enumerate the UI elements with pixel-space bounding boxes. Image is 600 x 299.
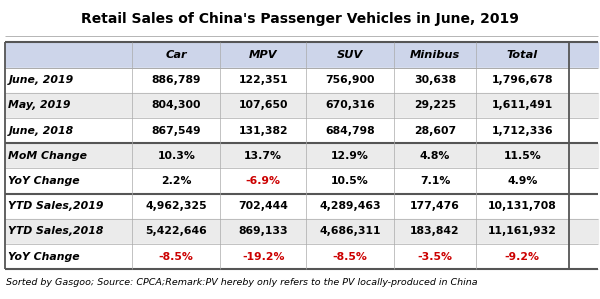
Text: 4,686,311: 4,686,311 bbox=[319, 226, 381, 236]
Text: YoY Change: YoY Change bbox=[8, 251, 80, 262]
Text: 122,351: 122,351 bbox=[238, 75, 288, 85]
Text: YTD Sales,2019: YTD Sales,2019 bbox=[8, 201, 104, 211]
Text: 2.2%: 2.2% bbox=[161, 176, 191, 186]
Text: May, 2019: May, 2019 bbox=[8, 100, 71, 110]
Text: 4.8%: 4.8% bbox=[420, 151, 450, 161]
Text: 11.5%: 11.5% bbox=[503, 151, 541, 161]
Text: 702,444: 702,444 bbox=[238, 201, 288, 211]
Text: Car: Car bbox=[166, 50, 187, 60]
Text: 886,789: 886,789 bbox=[152, 75, 201, 85]
Text: Minibus: Minibus bbox=[410, 50, 460, 60]
Text: 7.1%: 7.1% bbox=[420, 176, 450, 186]
Text: 12.9%: 12.9% bbox=[331, 151, 369, 161]
Text: 177,476: 177,476 bbox=[410, 201, 460, 211]
Text: 107,650: 107,650 bbox=[238, 100, 288, 110]
Text: Retail Sales of China's Passenger Vehicles in June, 2019: Retail Sales of China's Passenger Vehicl… bbox=[81, 13, 519, 26]
Text: -8.5%: -8.5% bbox=[159, 251, 194, 262]
Text: 4,289,463: 4,289,463 bbox=[319, 201, 381, 211]
Text: 29,225: 29,225 bbox=[414, 100, 456, 110]
Text: -6.9%: -6.9% bbox=[246, 176, 281, 186]
Text: June, 2018: June, 2018 bbox=[8, 126, 74, 136]
Text: 756,900: 756,900 bbox=[325, 75, 375, 85]
Text: 10.3%: 10.3% bbox=[157, 151, 195, 161]
Text: YTD Sales,2018: YTD Sales,2018 bbox=[8, 226, 104, 236]
Text: 28,607: 28,607 bbox=[414, 126, 456, 136]
Text: YoY Change: YoY Change bbox=[8, 176, 80, 186]
Text: MoM Change: MoM Change bbox=[8, 151, 88, 161]
Text: 13.7%: 13.7% bbox=[244, 151, 282, 161]
Text: 684,798: 684,798 bbox=[325, 126, 375, 136]
Text: 867,549: 867,549 bbox=[151, 126, 201, 136]
Text: -8.5%: -8.5% bbox=[333, 251, 368, 262]
Text: 670,316: 670,316 bbox=[325, 100, 375, 110]
Text: 4.9%: 4.9% bbox=[507, 176, 538, 186]
Text: -9.2%: -9.2% bbox=[505, 251, 540, 262]
Text: 1,611,491: 1,611,491 bbox=[491, 100, 553, 110]
Text: -19.2%: -19.2% bbox=[242, 251, 284, 262]
Text: 30,638: 30,638 bbox=[414, 75, 456, 85]
Text: 10.5%: 10.5% bbox=[331, 176, 369, 186]
Text: 131,382: 131,382 bbox=[238, 126, 288, 136]
Text: 804,300: 804,300 bbox=[152, 100, 201, 110]
Text: June, 2019: June, 2019 bbox=[8, 75, 74, 85]
Text: 183,842: 183,842 bbox=[410, 226, 460, 236]
Text: 1,796,678: 1,796,678 bbox=[491, 75, 553, 85]
Text: Sorted by Gasgoo; Source: CPCA;Remark:PV hereby only refers to the PV locally-pr: Sorted by Gasgoo; Source: CPCA;Remark:PV… bbox=[6, 278, 478, 287]
Text: MPV: MPV bbox=[249, 50, 277, 60]
Text: 869,133: 869,133 bbox=[238, 226, 288, 236]
Text: -3.5%: -3.5% bbox=[418, 251, 452, 262]
Text: Total: Total bbox=[506, 50, 538, 60]
Text: 5,422,646: 5,422,646 bbox=[145, 226, 207, 236]
Text: 1,712,336: 1,712,336 bbox=[491, 126, 553, 136]
Text: SUV: SUV bbox=[337, 50, 363, 60]
Text: 10,131,708: 10,131,708 bbox=[488, 201, 557, 211]
Text: 11,161,932: 11,161,932 bbox=[488, 226, 557, 236]
Text: 4,962,325: 4,962,325 bbox=[145, 201, 207, 211]
